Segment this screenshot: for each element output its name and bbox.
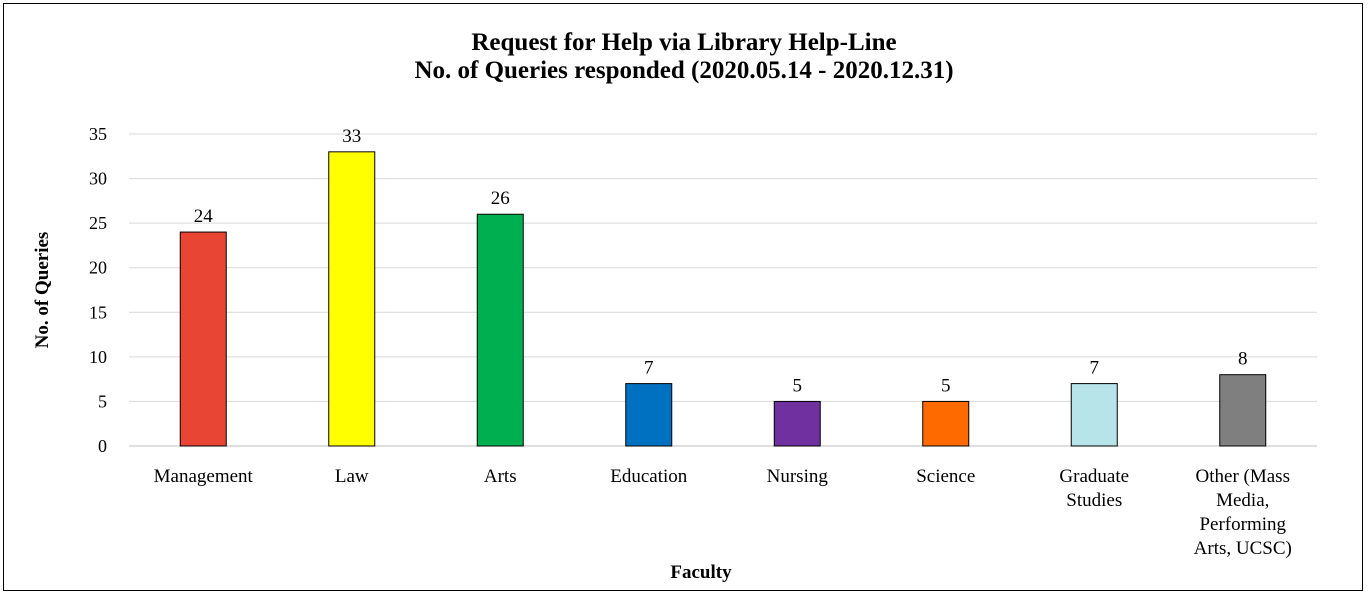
data-label: 5 [793,375,803,396]
chart-frame: Request for Help via Library Help-Line No… [3,3,1363,591]
y-tick-label: 10 [89,347,107,367]
chart-title-line-2: No. of Queries responded (2020.05.14 - 2… [414,57,953,84]
x-tick-label: Education [610,466,688,487]
x-tick-label: Graduate [1059,466,1129,487]
data-label: 8 [1238,349,1248,370]
x-axis-title: Faculty [670,562,732,583]
chart-title-line-1: Request for Help via Library Help-Line [471,29,896,56]
x-tick-label: Management [154,466,254,487]
x-tick-label: Arts [484,466,517,487]
y-tick-label: 0 [98,436,107,456]
x-tick-label: Law [335,466,369,487]
data-label: 5 [941,375,951,396]
bar [1071,384,1117,446]
y-tick-label: 15 [89,302,107,322]
data-label: 7 [1090,358,1100,379]
bar [180,232,226,446]
data-label: 26 [491,188,510,209]
data-label: 7 [644,358,654,379]
bar [477,214,523,446]
y-tick-label: 35 [89,124,107,144]
y-axis-title: No. of Queries [32,232,53,349]
data-label: 24 [194,206,214,227]
bar [1220,375,1266,446]
bar [329,152,375,446]
bar [774,401,820,446]
x-tick-label: Arts, UCSC) [1194,538,1292,559]
x-tick-label: Performing [1199,514,1286,535]
x-tick-label: Science [916,466,975,487]
data-label: 33 [342,126,361,147]
bar [923,401,969,446]
y-tick-label: 30 [89,169,107,189]
x-tick-label: Studies [1066,490,1122,511]
bar [626,384,672,446]
x-tick-label: Nursing [767,466,829,487]
y-tick-label: 5 [98,391,107,411]
bar-chart: Request for Help via Library Help-LineNo… [4,4,1364,592]
y-tick-label: 20 [89,258,107,278]
x-tick-label: Media, [1216,490,1269,511]
y-tick-label: 25 [89,213,107,233]
x-tick-label: Other (Mass [1196,466,1290,487]
